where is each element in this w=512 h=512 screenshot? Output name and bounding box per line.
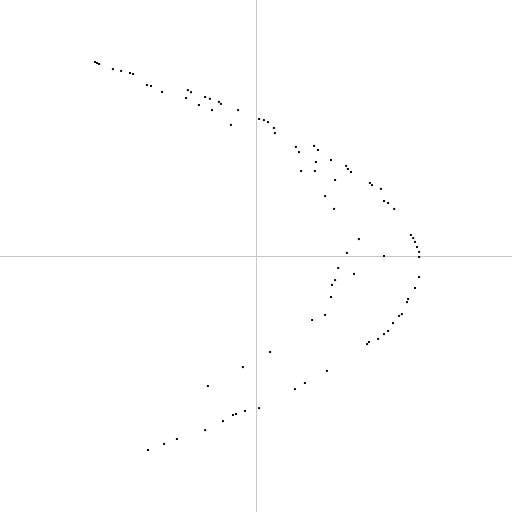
data-point [98, 63, 101, 65]
data-point [418, 250, 421, 253]
data-point [311, 319, 314, 321]
data-point [334, 179, 337, 181]
data-point [330, 296, 332, 298]
data-point [392, 322, 394, 325]
data-point [294, 145, 297, 148]
data-point [161, 90, 163, 93]
data-point [204, 96, 207, 98]
data-point [407, 298, 410, 300]
data-point [272, 127, 275, 129]
data-point [383, 333, 385, 336]
data-point [418, 276, 421, 278]
data-point [337, 267, 340, 269]
data-point [190, 91, 192, 94]
data-point [345, 164, 348, 167]
data-point [333, 207, 336, 210]
data-point [229, 123, 232, 126]
data-point [94, 61, 96, 63]
data-point [357, 238, 360, 241]
data-points [94, 61, 421, 451]
data-point [330, 159, 332, 161]
data-point [204, 429, 207, 432]
data-point [111, 68, 114, 71]
data-point [258, 118, 261, 120]
data-point [269, 351, 272, 353]
data-point [379, 187, 382, 190]
data-point [398, 314, 401, 317]
data-point [406, 301, 408, 304]
data-point [96, 62, 98, 64]
data-point [366, 343, 369, 346]
data-point [324, 313, 327, 316]
data-point [331, 283, 333, 286]
data-point [409, 234, 412, 236]
data-point [350, 171, 352, 173]
data-point [334, 279, 337, 282]
data-point [175, 438, 178, 440]
data-point [393, 207, 396, 210]
data-point [163, 442, 166, 445]
data-point [314, 161, 317, 163]
data-point [258, 407, 261, 410]
data-point [232, 414, 234, 416]
data-point [185, 97, 188, 99]
data-point [300, 170, 303, 172]
data-point [346, 168, 349, 170]
data-point [303, 382, 306, 384]
data-point [219, 102, 222, 105]
data-point [186, 89, 189, 92]
data-point [345, 251, 348, 254]
data-point [371, 184, 373, 187]
data-point [237, 109, 240, 112]
data-point [129, 72, 131, 74]
data-point [400, 313, 403, 316]
data-point [293, 388, 296, 391]
data-point [241, 366, 244, 369]
data-point [262, 119, 265, 122]
data-point [197, 104, 200, 106]
data-point [244, 409, 246, 412]
data-point [377, 337, 380, 340]
data-point [325, 369, 328, 372]
data-point [298, 151, 300, 154]
data-point [412, 237, 415, 240]
data-point [313, 144, 316, 147]
data-point [368, 182, 371, 184]
data-point [317, 149, 319, 151]
data-point [267, 121, 269, 124]
data-point [120, 69, 123, 72]
data-point [324, 195, 327, 198]
data-point [208, 97, 211, 100]
data-point [147, 449, 149, 451]
data-point [383, 255, 385, 257]
data-point [222, 420, 224, 423]
data-point [418, 256, 421, 258]
data-point [206, 385, 209, 387]
data-point [145, 84, 148, 86]
data-point [387, 330, 390, 332]
data-point [353, 272, 355, 275]
data-point [367, 341, 370, 343]
data-point [132, 73, 135, 75]
data-point [211, 109, 213, 112]
data-point [414, 240, 416, 243]
data-point [383, 200, 385, 202]
data-point [217, 100, 220, 103]
data-point [313, 170, 316, 172]
data-point [150, 85, 152, 87]
data-point [273, 132, 276, 135]
data-point [235, 413, 237, 415]
data-point [387, 202, 390, 204]
data-point [414, 287, 416, 289]
data-point [416, 246, 418, 248]
